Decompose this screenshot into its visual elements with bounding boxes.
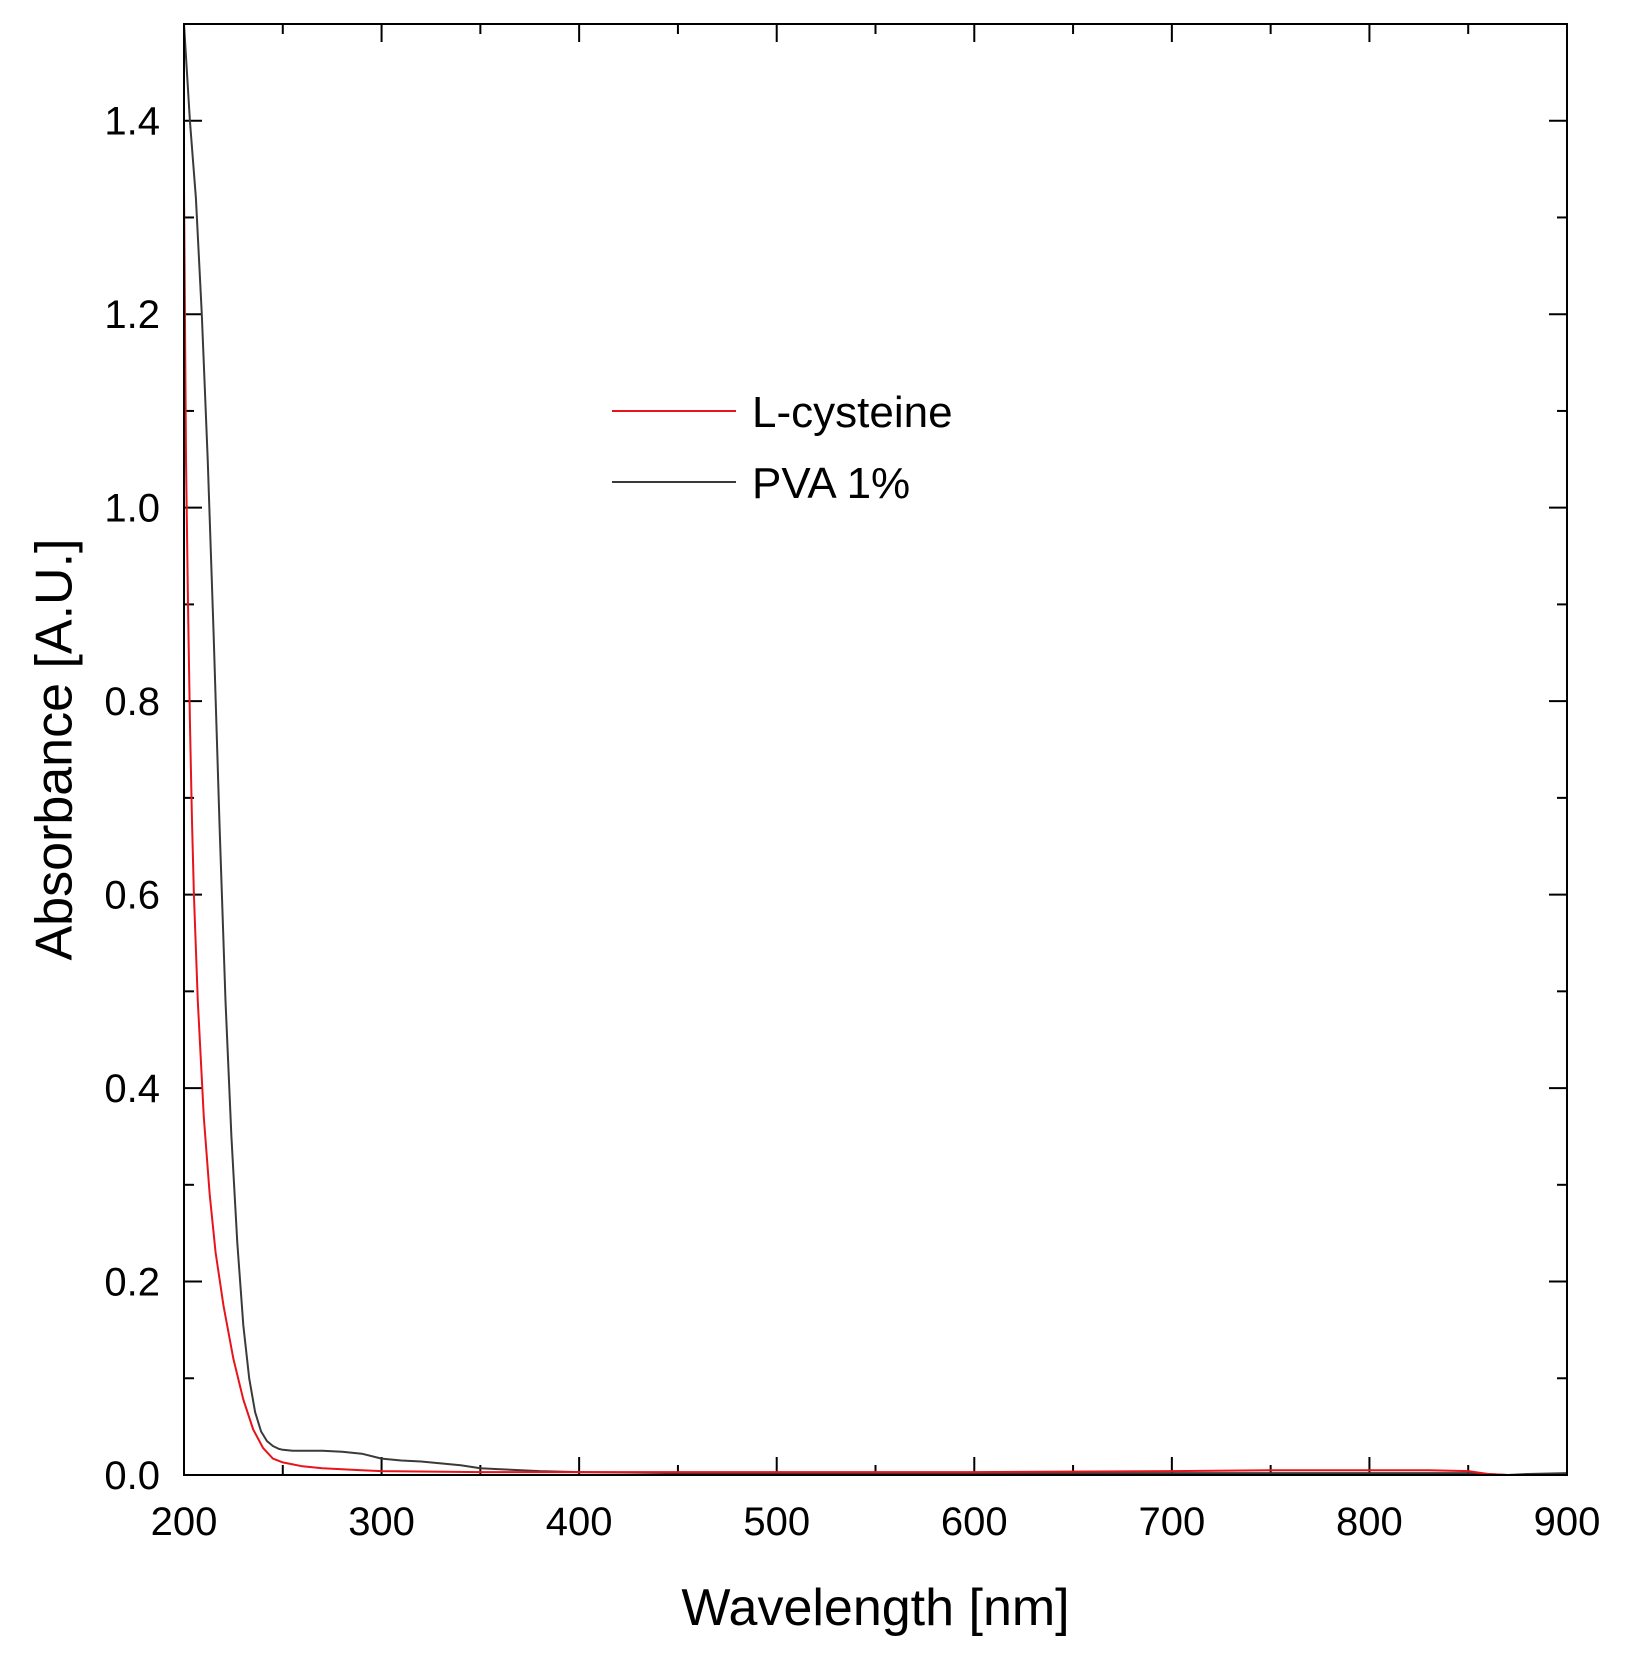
x-tick-label: 900: [1534, 1500, 1601, 1544]
series-line-l-cysteine: [183, 188, 1567, 1476]
x-tick-label: 300: [348, 1500, 415, 1544]
series-lines: [183, 23, 1568, 1476]
y-tick-label: 1.4: [104, 100, 160, 144]
y-tick-labels: 0.0 0.2 0.4 0.6 0.8 1.0 1.2 1.4: [104, 100, 160, 1498]
legend-label-l-cysteine: L-cysteine: [752, 388, 953, 437]
y-tick-label: 1.2: [104, 293, 160, 337]
x-axis-title: Wavelength [nm]: [681, 1579, 1069, 1637]
x-tick-label: 500: [743, 1500, 810, 1544]
y-tick-label: 0.8: [104, 680, 160, 724]
y-tick-label: 0.6: [104, 874, 160, 918]
x-tick-label: 400: [546, 1500, 613, 1544]
x-tick-label: 200: [151, 1500, 218, 1544]
y-tick-label: 0.0: [104, 1454, 160, 1498]
plot-frame: [183, 23, 1568, 1476]
x-tick-labels: 200 300 400 500 600 700 800 900: [151, 1500, 1601, 1544]
x-tick-label: 700: [1138, 1500, 1205, 1544]
series-line-pva: [183, 23, 1568, 1476]
x-tick-label: 800: [1336, 1500, 1403, 1544]
y-tick-label: 0.4: [104, 1067, 160, 1111]
legend: L-cysteine PVA 1%: [612, 388, 953, 508]
y-axis-title: Absorbance [A.U.]: [26, 539, 84, 961]
y-tick-label: 1.0: [104, 487, 160, 531]
y-tick-label: 0.2: [104, 1261, 160, 1305]
x-tick-label: 600: [941, 1500, 1008, 1544]
legend-label-pva: PVA 1%: [752, 459, 910, 508]
